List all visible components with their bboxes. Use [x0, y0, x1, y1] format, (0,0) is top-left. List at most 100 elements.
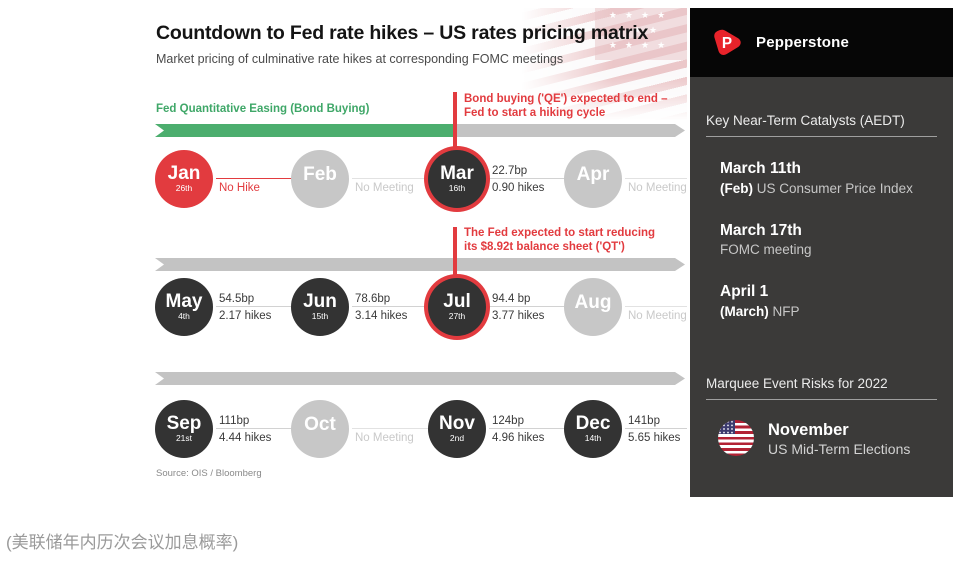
hikes-value: 5.65 hikes — [628, 432, 681, 444]
month-circle-dec: Dec 14th — [564, 400, 622, 458]
timeline-bar-row1-gray — [453, 124, 685, 137]
month-values: No Meeting — [625, 278, 687, 336]
catalyst-item: March 11th (Feb) US Consumer Price Index — [720, 158, 937, 199]
event-month: November — [768, 420, 849, 439]
month-circle-jan: Jan 26th — [155, 150, 213, 208]
catalyst-prefix: (Feb) — [720, 180, 753, 196]
flag-stars-icon — [595, 8, 687, 60]
brand-name: Pepperstone — [756, 34, 850, 51]
pepperstone-sidebar: P Pepperstone Key Near-Term Catalysts (A… — [690, 8, 953, 497]
month-jul: Jul 27th 94.4 bp 3.77 hikes — [428, 278, 578, 336]
month-circle-aug: Aug — [564, 278, 622, 336]
bp-value: 22.7bp — [492, 165, 528, 177]
image-caption: (美联储年内历次会议加息概率) — [6, 533, 239, 552]
value-divider — [352, 428, 434, 429]
month-name: Apr — [576, 163, 610, 185]
catalyst-item: March 17th FOMC meeting — [720, 220, 937, 261]
catalyst-text: US Consumer Price Index — [756, 180, 913, 196]
annotation-line: its $8.92t balance sheet ('QT') — [464, 241, 625, 253]
hikes-value: 3.14 hikes — [355, 310, 408, 322]
timeline-bar-row2 — [155, 258, 685, 271]
month-date: 15th — [311, 311, 329, 321]
month-date: 16th — [448, 183, 466, 193]
catalysts-section-title: Key Near-Term Catalysts (AEDT) — [706, 113, 937, 137]
timeline-bar-row3 — [155, 372, 685, 385]
page-title: Countdown to Fed rate hikes – US rates p… — [156, 22, 649, 44]
month-apr: Apr No Meeting — [564, 150, 687, 208]
month-circle-feb: Feb — [291, 150, 349, 208]
hike-note: No Meeting — [355, 182, 414, 194]
value-divider — [625, 306, 687, 307]
us-flag-decoration — [522, 8, 687, 120]
hikes-value: 0.90 hikes — [492, 182, 545, 194]
hike-note: No Meeting — [628, 310, 687, 322]
hikes-value: 2.17 hikes — [219, 310, 272, 322]
infographic-panel: Countdown to Fed rate hikes – US rates p… — [140, 8, 687, 497]
event-risk-item: November US Mid-Term Elections — [718, 420, 937, 457]
month-circle-apr: Apr — [564, 150, 622, 208]
month-circle-jul: Jul 27th — [428, 278, 486, 336]
month-dec: Dec 14th 141bp 5.65 hikes — [564, 400, 687, 458]
month-values: No Meeting — [352, 150, 434, 208]
value-divider — [489, 178, 571, 179]
svg-text:P: P — [722, 35, 732, 52]
catalyst-desc: (Feb) US Consumer Price Index — [720, 180, 937, 199]
month-name: May — [165, 291, 203, 312]
value-divider — [489, 306, 571, 307]
month-circle-oct: Oct — [291, 400, 349, 458]
month-name: Aug — [574, 291, 612, 313]
annotation-line: Bond buying ('QE') expected to end – — [464, 93, 668, 105]
bp-value: 78.6bp — [355, 293, 391, 305]
month-name: Jan — [167, 163, 201, 184]
month-values: 141bp 5.65 hikes — [625, 400, 687, 458]
month-date: 26th — [175, 183, 193, 193]
bp-value: 124bp — [492, 415, 524, 427]
month-name: Sep — [166, 413, 202, 434]
month-name: Dec — [575, 413, 611, 434]
month-values: 111bp 4.44 hikes — [216, 400, 298, 458]
month-sep: Sep 21st 111bp 4.44 hikes — [155, 400, 305, 458]
month-values: 124bp 4.96 hikes — [489, 400, 571, 458]
month-date: 21st — [175, 433, 193, 443]
month-circle-may: May 4th — [155, 278, 213, 336]
value-divider — [216, 306, 298, 307]
value-divider — [216, 178, 298, 179]
page-subtitle: Market pricing of culminative rate hikes… — [156, 52, 564, 66]
hikes-value: 3.77 hikes — [492, 310, 545, 322]
month-circle-mar: Mar 16th — [428, 150, 486, 208]
hikes-value: 4.44 hikes — [219, 432, 272, 444]
value-divider — [625, 428, 687, 429]
qt-start-marker-line — [453, 227, 457, 283]
bp-value: 141bp — [628, 415, 660, 427]
sidebar-header: P Pepperstone — [690, 8, 953, 77]
timeline-bar-qe-green — [155, 124, 453, 137]
catalyst-text: NFP — [772, 303, 800, 319]
month-jan: Jan 26th No Hike — [155, 150, 305, 208]
month-name: Oct — [304, 413, 336, 435]
month-name: Jun — [303, 291, 337, 312]
month-oct: Oct No Meeting — [291, 400, 441, 458]
month-name: Nov — [439, 413, 475, 434]
month-values: No Meeting — [352, 400, 434, 458]
month-date: 14th — [584, 433, 602, 443]
qe-end-marker-line — [453, 92, 457, 156]
month-circle-nov: Nov 2nd — [428, 400, 486, 458]
event-desc: US Mid-Term Elections — [768, 441, 911, 458]
month-may: May 4th 54.5bp 2.17 hikes — [155, 278, 305, 336]
annotation-line: The Fed expected to start reducing — [464, 227, 656, 239]
value-divider — [216, 428, 298, 429]
month-values: 22.7bp 0.90 hikes — [489, 150, 571, 208]
hike-note: No Hike — [219, 182, 260, 194]
value-divider — [625, 178, 687, 179]
value-divider — [352, 178, 434, 179]
month-name: Mar — [440, 163, 474, 184]
catalyst-desc: FOMC meeting — [720, 241, 937, 260]
month-date: 27th — [448, 311, 466, 321]
annotation-qe-end: Bond buying ('QE') expected to end – Fed… — [464, 92, 668, 120]
catalyst-prefix: (March) — [720, 303, 769, 319]
bp-value: 94.4 bp — [492, 293, 531, 305]
month-values: 78.6bp 3.14 hikes — [352, 278, 434, 336]
month-date: 2nd — [449, 433, 465, 443]
event-risk-text: November US Mid-Term Elections — [768, 420, 910, 457]
bp-value: 111bp — [219, 415, 250, 427]
